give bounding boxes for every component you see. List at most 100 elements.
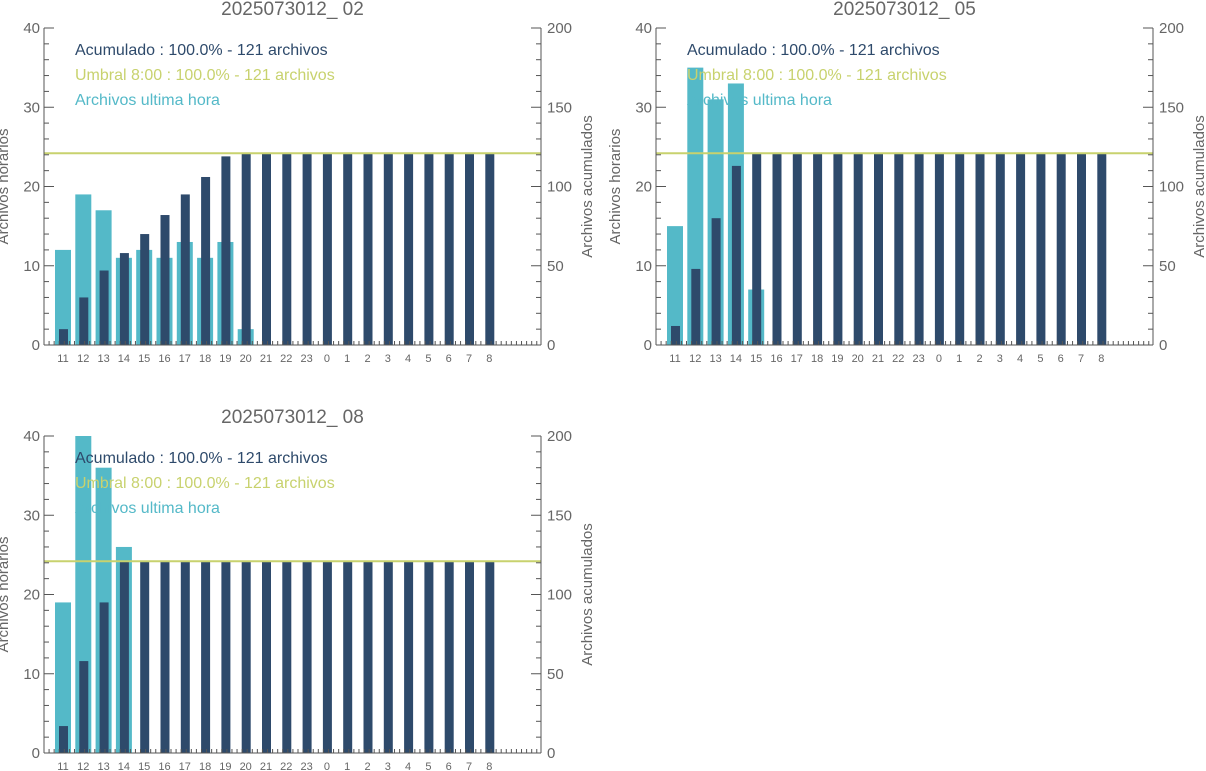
bar-acumulado-7 bbox=[1077, 153, 1086, 345]
bar-acumulado-8 bbox=[485, 153, 495, 345]
x-tick-label: 19 bbox=[831, 353, 843, 365]
y-tick-label: 10 bbox=[635, 258, 652, 275]
y2-tick-label: 50 bbox=[1159, 258, 1176, 275]
bar-acumulado-18 bbox=[201, 561, 211, 753]
bar-acumulado-19 bbox=[833, 153, 843, 345]
y-tick-label: 40 bbox=[23, 428, 40, 445]
bar-acumulado-5 bbox=[1036, 153, 1046, 345]
y-tick-label: 10 bbox=[23, 258, 40, 275]
x-tick-label: 18 bbox=[199, 761, 211, 771]
x-tick-label: 23 bbox=[912, 353, 924, 365]
y2-tick-label: 100 bbox=[1159, 179, 1184, 196]
legend-entry-3: Archivos ultima hora bbox=[687, 92, 832, 109]
bar-acumulado-15 bbox=[140, 561, 150, 753]
y2-tick-label: 150 bbox=[547, 99, 572, 116]
bar-acumulado-13 bbox=[99, 270, 109, 345]
bar-acumulado-16 bbox=[160, 561, 170, 753]
bar-acumulado-17 bbox=[792, 153, 802, 345]
chart-title: 2025073012_ 02 bbox=[221, 0, 364, 20]
bar-acumulado-3 bbox=[995, 153, 1005, 345]
bar-acumulado-14 bbox=[731, 165, 741, 345]
bar-acumulado-4 bbox=[1016, 153, 1026, 345]
bar-acumulado-1 bbox=[343, 561, 353, 753]
bar-archivos-ultima-hora-11 bbox=[55, 249, 71, 345]
x-tick-label: 22 bbox=[280, 761, 292, 771]
y2-tick-label: 100 bbox=[547, 587, 572, 604]
x-tick-label: 17 bbox=[791, 353, 803, 365]
y-tick-label: 20 bbox=[23, 179, 40, 196]
bar-acumulado-2 bbox=[363, 561, 373, 753]
x-tick-label: 12 bbox=[77, 761, 89, 771]
bar-acumulado-12 bbox=[79, 297, 89, 345]
bar-acumulado-4 bbox=[404, 153, 414, 345]
bar-acumulado-22 bbox=[282, 561, 292, 753]
y2-tick-label: 0 bbox=[547, 337, 555, 354]
bar-acumulado-20 bbox=[853, 153, 863, 345]
x-tick-label: 8 bbox=[486, 761, 492, 771]
y2-tick-label: 200 bbox=[1159, 20, 1184, 37]
x-tick-label: 16 bbox=[770, 353, 782, 365]
x-tick-label: 14 bbox=[730, 353, 742, 365]
y-tick-label: 10 bbox=[23, 666, 40, 683]
y-axis-label: Archivos horarios bbox=[0, 129, 12, 245]
y-tick-label: 0 bbox=[32, 745, 40, 762]
bar-acumulado-11 bbox=[59, 726, 68, 753]
x-tick-label: 15 bbox=[138, 353, 150, 365]
y2-tick-label: 100 bbox=[547, 179, 572, 196]
x-tick-label: 21 bbox=[260, 761, 272, 771]
y-tick-label: 40 bbox=[635, 20, 652, 37]
y2-tick-label: 50 bbox=[547, 666, 564, 683]
x-tick-label: 6 bbox=[446, 353, 452, 365]
bar-acumulado-14 bbox=[119, 253, 129, 345]
x-tick-label: 11 bbox=[57, 353, 68, 365]
bar-acumulado-17 bbox=[180, 561, 190, 753]
bar-acumulado-21 bbox=[262, 153, 271, 345]
bar-acumulado-14 bbox=[119, 561, 129, 753]
bar-acumulado-6 bbox=[1056, 153, 1066, 345]
bar-acumulado-0 bbox=[322, 561, 332, 753]
x-tick-label: 2 bbox=[976, 353, 982, 365]
x-tick-label: 0 bbox=[936, 353, 942, 365]
x-tick-label: 12 bbox=[689, 353, 701, 365]
bar-archivos-ultima-hora-11 bbox=[667, 226, 683, 345]
x-tick-label: 22 bbox=[280, 353, 292, 365]
bar-acumulado-7 bbox=[465, 561, 474, 753]
y-tick-label: 0 bbox=[644, 337, 652, 354]
y-tick-label: 30 bbox=[23, 507, 40, 524]
bar-acumulado-21 bbox=[262, 561, 271, 753]
x-tick-label: 3 bbox=[385, 761, 391, 771]
legend-entry-2: Umbral 8:00 : 100.0% - 121 archivos bbox=[75, 67, 335, 84]
x-tick-label: 7 bbox=[466, 353, 472, 365]
bar-acumulado-1 bbox=[343, 153, 353, 345]
bar-acumulado-20 bbox=[241, 153, 251, 345]
bar-acumulado-8 bbox=[485, 561, 495, 753]
x-tick-label: 13 bbox=[97, 761, 109, 771]
bar-acumulado-18 bbox=[201, 176, 211, 345]
bar-acumulado-0 bbox=[934, 153, 944, 345]
y-axis-label: Archivos horarios bbox=[0, 537, 12, 653]
bar-acumulado-16 bbox=[772, 153, 782, 345]
bar-acumulado-19 bbox=[221, 561, 231, 753]
bar-acumulado-13 bbox=[711, 218, 721, 345]
x-tick-label: 1 bbox=[344, 353, 350, 365]
x-tick-label: 8 bbox=[486, 353, 492, 365]
bar-acumulado-15 bbox=[752, 153, 762, 345]
bar-acumulado-5 bbox=[424, 153, 434, 345]
bar-acumulado-2 bbox=[363, 153, 373, 345]
legend-entry-1: Acumulado : 100.0% - 121 archivos bbox=[687, 42, 940, 59]
x-tick-label: 6 bbox=[446, 761, 452, 771]
x-tick-label: 5 bbox=[1037, 353, 1043, 365]
bar-acumulado-19 bbox=[221, 156, 231, 345]
y-tick-label: 20 bbox=[23, 587, 40, 604]
bar-acumulado-3 bbox=[383, 561, 393, 753]
bar-acumulado-22 bbox=[282, 153, 292, 345]
x-tick-label: 11 bbox=[669, 353, 680, 365]
x-tick-label: 14 bbox=[118, 353, 130, 365]
x-tick-label: 15 bbox=[138, 761, 150, 771]
y-axis-label: Archivos horarios bbox=[607, 129, 624, 245]
bar-acumulado-1 bbox=[955, 153, 965, 345]
x-tick-label: 18 bbox=[811, 353, 823, 365]
x-tick-label: 15 bbox=[750, 353, 762, 365]
x-tick-label: 23 bbox=[300, 761, 312, 771]
